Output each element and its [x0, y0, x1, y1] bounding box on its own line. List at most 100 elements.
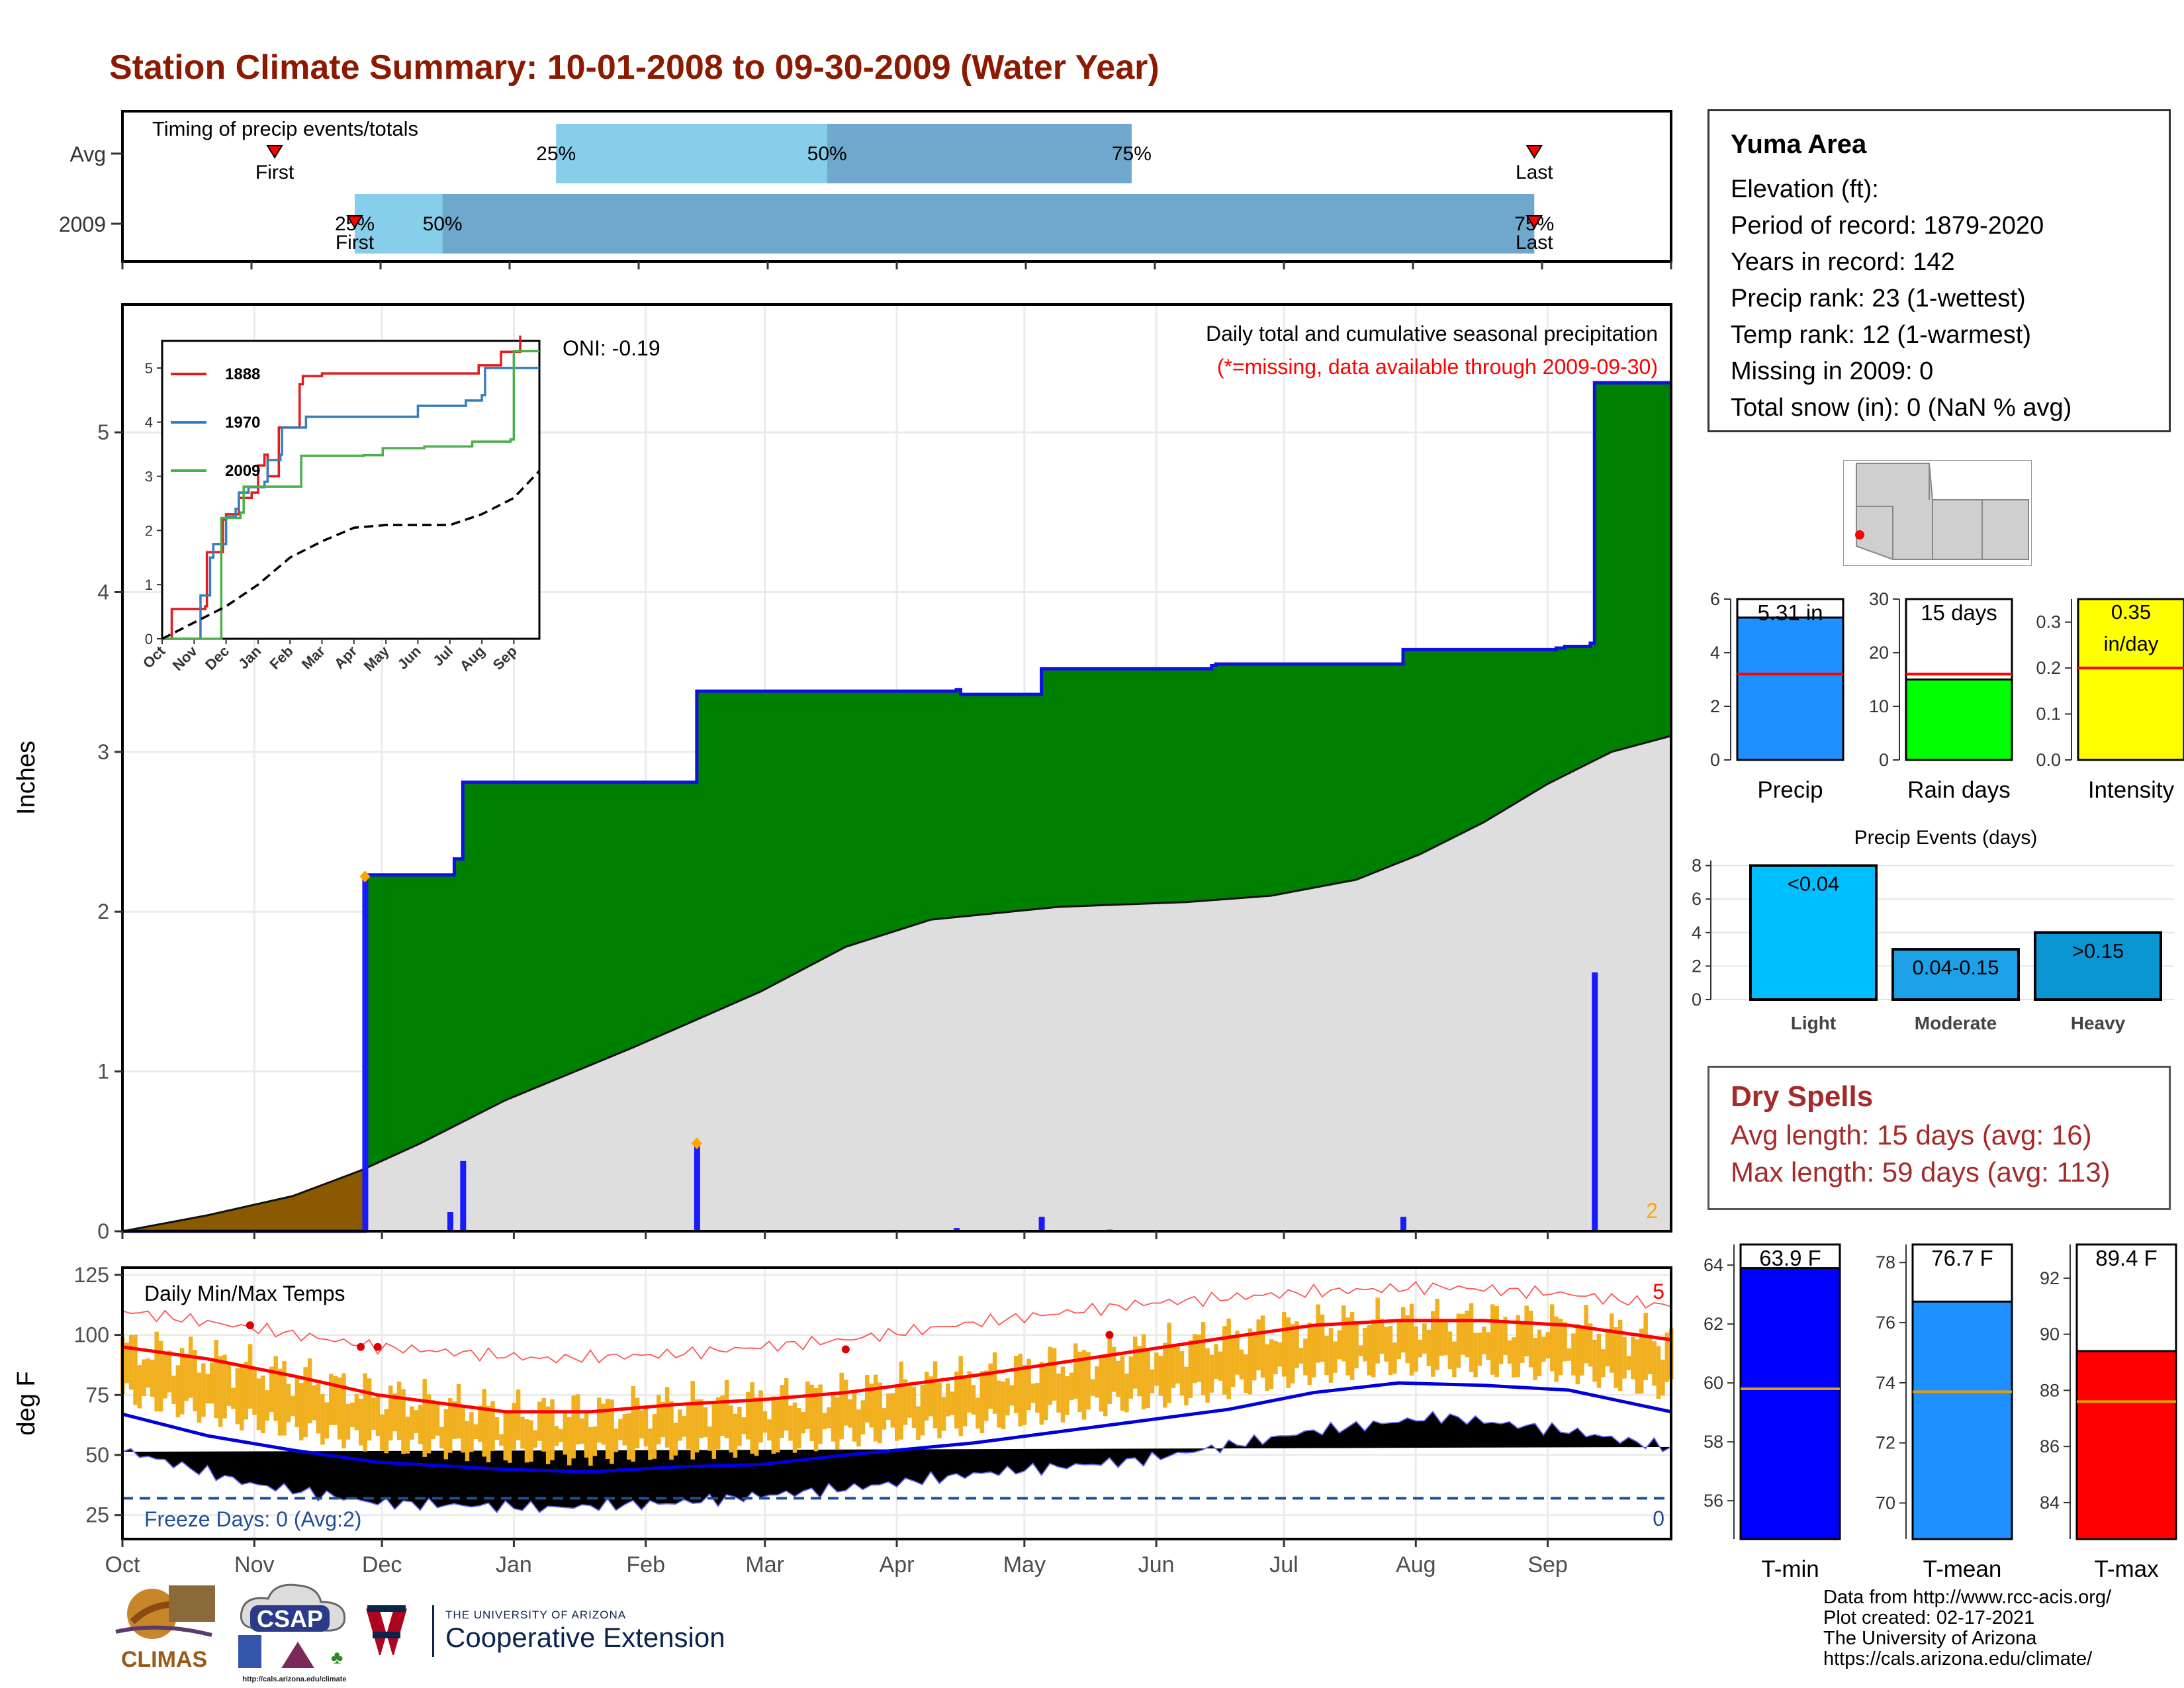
- y-tick-label: 3: [97, 740, 109, 764]
- daily-temp-bar: [690, 1381, 695, 1460]
- daily-temp-bar: [724, 1380, 729, 1438]
- timing-marker-label: Last: [1516, 232, 1553, 254]
- daily-temp-bar: [1018, 1354, 1023, 1427]
- daily-temp-bar: [1337, 1330, 1342, 1360]
- mini-bar-value: [1739, 1267, 1841, 1540]
- daily-temp-bar: [282, 1360, 287, 1436]
- daily-temp-bar: [1537, 1329, 1542, 1376]
- timing-row-label: 2009: [59, 212, 106, 236]
- daily-temp-bar: [158, 1340, 163, 1412]
- freeze-days-label: Freeze Days: 0 (Avg:2): [144, 1507, 361, 1531]
- daily-temp-bar: [261, 1376, 265, 1434]
- daily-temp-bar: [371, 1397, 376, 1430]
- mini-y-tick-label: 74: [1876, 1373, 1895, 1393]
- daily-temp-bar: [886, 1393, 891, 1420]
- daily-temp-bar: [988, 1363, 993, 1409]
- events-bar: [1891, 948, 2020, 1001]
- daily-temp-bar: [643, 1407, 649, 1447]
- daily-temp-bar: [597, 1397, 602, 1443]
- daily-temp-bar: [1528, 1310, 1533, 1368]
- events-bar-label: >0.15: [2072, 939, 2124, 962]
- daily-temp-bar: [265, 1390, 270, 1421]
- daily-temp-bar: [256, 1378, 261, 1430]
- daily-temp-bar: [979, 1371, 985, 1434]
- daily-temp-bar: [392, 1393, 397, 1432]
- dry-spells-box: Dry Spells Avg length: 15 days (avg: 16)…: [1707, 1066, 2171, 1210]
- daily-temp-bar: [694, 1399, 700, 1453]
- daily-temp-bars: [120, 1297, 1674, 1466]
- daily-temp-bar: [1120, 1356, 1125, 1411]
- daily-temp-bar: [184, 1354, 189, 1401]
- daily-temp-bar: [545, 1406, 551, 1464]
- daily-temp-bar: [797, 1407, 801, 1448]
- climas-logo-text: CLIMAS: [121, 1647, 207, 1672]
- daily-temp-bar: [1090, 1379, 1095, 1396]
- record-temp-marker: [246, 1321, 254, 1330]
- daily-temp-bar: [273, 1356, 278, 1421]
- events-y-tick-label: 6: [1692, 889, 1702, 909]
- daily-temp-bar: [384, 1409, 389, 1454]
- daily-temp-bar: [324, 1402, 330, 1439]
- daily-temp-bar: [937, 1382, 942, 1438]
- daily-precip-bar: [447, 1212, 453, 1231]
- events-y-tick-label: 2: [1692, 956, 1702, 976]
- daily-temp-bar: [1588, 1323, 1593, 1367]
- daily-temp-bar: [1107, 1332, 1112, 1405]
- locator-map: [1843, 460, 2032, 566]
- daily-temp-bar: [733, 1413, 738, 1458]
- daily-temp-bar: [1277, 1342, 1283, 1367]
- precip-panel: 0 1 2 3 4 5 Daily total and cumulative seasona…: [97, 303, 1672, 1243]
- mini-y-tick-label: 2: [1710, 696, 1720, 716]
- daily-temp-bar: [941, 1397, 946, 1431]
- daily-temp-bar: [533, 1430, 538, 1448]
- daily-temp-bar: [171, 1376, 176, 1404]
- inset-y-tick-label: 0: [145, 631, 153, 647]
- daily-temp-bar: [226, 1364, 232, 1406]
- daily-temp-bar: [682, 1416, 687, 1437]
- plot-created-line: Plot created: 02-17-2021: [1823, 1607, 2035, 1628]
- daily-temp-bar: [1567, 1348, 1572, 1361]
- timing-panel: Timing of precip events/totals Avg 25% 50% 7…: [59, 110, 1672, 269]
- daily-temp-bar: [827, 1407, 831, 1429]
- station-info-line: Years in record: 142: [1731, 248, 1955, 276]
- timing-marker-label: First: [255, 162, 295, 183]
- daily-temp-bar: [469, 1412, 474, 1452]
- mini-y-tick-label: 0: [1879, 750, 1889, 770]
- daily-temp-bar: [592, 1426, 598, 1456]
- svg-text:♣: ♣: [331, 1647, 343, 1667]
- daily-temp-bar: [299, 1383, 304, 1441]
- daily-temp-bar: [1095, 1366, 1099, 1398]
- daily-temp-bar: [307, 1358, 312, 1424]
- daily-temp-bar: [1571, 1333, 1576, 1376]
- daily-temp-bar: [911, 1386, 917, 1429]
- daily-temp-bar: [1116, 1360, 1120, 1397]
- daily-temp-bar: [1533, 1337, 1537, 1380]
- temp-corner-count: 5: [1653, 1280, 1664, 1303]
- daily-temp-bar: [541, 1398, 546, 1452]
- events-bar-label: <0.04: [1788, 872, 1839, 896]
- events-y-tick-label: 4: [1692, 923, 1702, 943]
- month-label: Mar: [745, 1552, 784, 1577]
- timing-bar-50-75: [442, 194, 1535, 254]
- daily-temp-bar: [205, 1374, 210, 1404]
- daily-temp-bar: [848, 1399, 852, 1428]
- daily-temp-bar: [792, 1402, 797, 1453]
- daily-temp-bar: [660, 1401, 665, 1438]
- timing-marker: [346, 215, 363, 229]
- daily-temp-bar: [1610, 1313, 1614, 1373]
- daily-temp-bar: [1137, 1346, 1142, 1397]
- daily-temp-bar: [1431, 1311, 1435, 1377]
- daily-temp-bar: [499, 1434, 504, 1446]
- daily-temp-bar: [350, 1402, 355, 1427]
- daily-temp-bar: [1146, 1349, 1150, 1408]
- daily-temp-bar: [240, 1364, 244, 1430]
- daily-temp-bar: [1631, 1336, 1635, 1380]
- daily-temp-bar: [1218, 1351, 1223, 1381]
- daily-temp-bar: [1230, 1336, 1236, 1387]
- daily-temp-bar: [1664, 1333, 1670, 1382]
- daily-temp-bar: [1524, 1305, 1529, 1357]
- daily-temp-bar: [137, 1365, 142, 1409]
- mini-y-tick-label: 56: [1704, 1491, 1723, 1511]
- daily-temp-bar: [1073, 1343, 1078, 1399]
- daily-temp-bar: [388, 1385, 393, 1441]
